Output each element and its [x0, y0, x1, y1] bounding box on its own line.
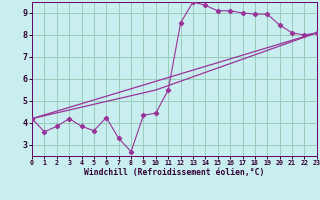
X-axis label: Windchill (Refroidissement éolien,°C): Windchill (Refroidissement éolien,°C)	[84, 168, 265, 177]
